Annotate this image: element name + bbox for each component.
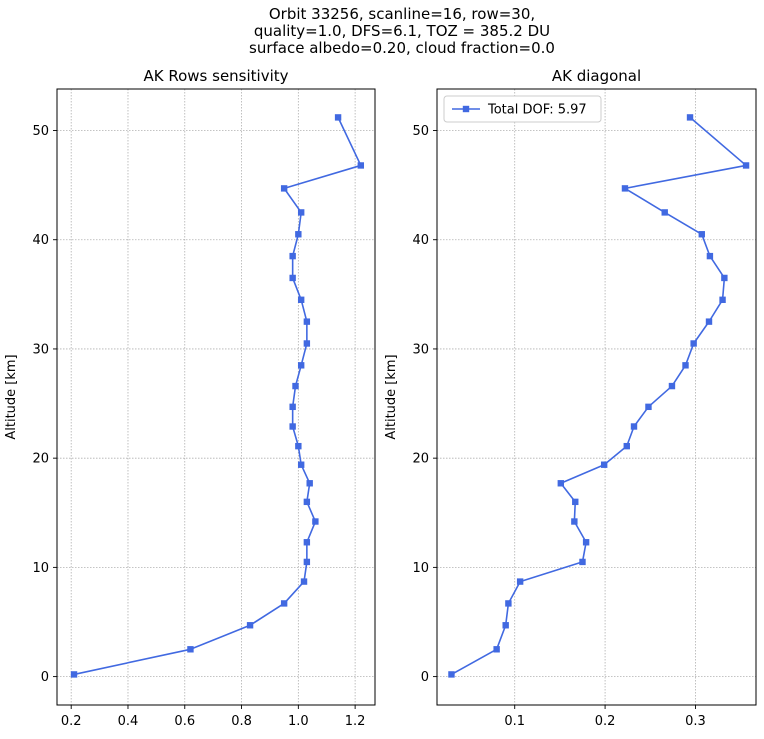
y-tick-label: 30 bbox=[412, 342, 429, 357]
data-point bbox=[246, 622, 254, 629]
panel-title: AK diagonal bbox=[552, 67, 641, 85]
data-point bbox=[297, 209, 305, 216]
x-tick-label: 0.1 bbox=[504, 714, 525, 729]
data-point bbox=[289, 274, 296, 282]
data-point bbox=[682, 362, 689, 369]
figure-title-line-3: surface albedo=0.20, cloud fraction=0.0 bbox=[249, 39, 555, 57]
y-tick-label: 10 bbox=[32, 561, 49, 576]
x-tick-label: 0.4 bbox=[118, 714, 139, 729]
data-point bbox=[502, 622, 509, 629]
series-line bbox=[451, 116, 747, 676]
y-tick-label: 10 bbox=[412, 561, 429, 576]
x-tick-label: 0.2 bbox=[595, 714, 616, 729]
data-point bbox=[292, 382, 299, 390]
axes-frame bbox=[436, 88, 757, 706]
legend-label: Total DOF: 5.97 bbox=[487, 103, 587, 118]
y-tick-label: 50 bbox=[412, 124, 429, 139]
data-point bbox=[742, 162, 750, 169]
data-point bbox=[600, 461, 608, 468]
panel-1: 0.2 0.4 0.6 0.8 1.0 1.2 0 10 20 30 40 50 Altitude [k… bbox=[4, 67, 376, 729]
data-point bbox=[303, 539, 311, 546]
data-point bbox=[719, 296, 726, 303]
data-point bbox=[280, 185, 288, 192]
panel-2: 0.1 0.2 0.3 0 10 20 30 40 50 Altitude [km] AK diag… bbox=[384, 67, 757, 729]
data-point bbox=[334, 114, 342, 121]
y-tick-label: 40 bbox=[412, 233, 429, 248]
data-point bbox=[297, 461, 305, 468]
data-point bbox=[621, 185, 629, 192]
axes-frame bbox=[56, 88, 376, 706]
data-point bbox=[571, 518, 578, 525]
data-point bbox=[516, 578, 524, 585]
data-point bbox=[582, 539, 590, 546]
x-tick-label: 0.6 bbox=[174, 714, 195, 729]
legend-box bbox=[443, 95, 602, 123]
x-tick-label: 0.2 bbox=[61, 714, 82, 729]
data-point bbox=[572, 498, 579, 506]
figure-title: Orbit 33256, scanline=16, row=30, qualit… bbox=[0, 6, 764, 57]
data-point bbox=[448, 671, 455, 678]
data-point bbox=[505, 600, 512, 607]
y-tick-label: 0 bbox=[421, 670, 429, 685]
data-point bbox=[706, 252, 714, 260]
y-tick-label: 20 bbox=[412, 452, 429, 467]
data-point bbox=[623, 442, 630, 450]
y-axis-title: Altitude [km] bbox=[384, 354, 399, 439]
data-point bbox=[357, 162, 365, 169]
data-point bbox=[300, 578, 308, 585]
data-point bbox=[705, 318, 713, 325]
data-point bbox=[297, 296, 305, 303]
y-tick-label: 40 bbox=[32, 233, 49, 248]
x-tick-label: 1.2 bbox=[345, 714, 366, 729]
data-point bbox=[295, 231, 302, 238]
data-point bbox=[306, 480, 313, 487]
data-point bbox=[686, 114, 694, 121]
data-point bbox=[289, 423, 296, 430]
data-point bbox=[690, 340, 697, 347]
data-point bbox=[289, 252, 296, 260]
x-tick-label: 1.0 bbox=[288, 714, 309, 729]
data-point bbox=[295, 442, 302, 450]
data-point bbox=[187, 646, 194, 653]
figure-title-line-2: quality=1.0, DFS=6.1, TOZ = 385.2 DU bbox=[253, 22, 551, 40]
data-point bbox=[312, 518, 319, 525]
data-point bbox=[668, 382, 676, 390]
data-point bbox=[70, 671, 78, 678]
panel-title: AK Rows sensitivity bbox=[143, 67, 288, 85]
data-point bbox=[303, 340, 311, 347]
legend: Total DOF: 5.97 bbox=[443, 95, 602, 123]
data-point bbox=[303, 558, 311, 566]
x-tick-label: 0.8 bbox=[231, 714, 252, 729]
data-point bbox=[661, 209, 668, 216]
data-point bbox=[721, 274, 728, 282]
legend-marker bbox=[462, 105, 470, 113]
data-point bbox=[557, 480, 565, 487]
data-point bbox=[289, 403, 296, 411]
y-tick-label: 50 bbox=[32, 124, 49, 139]
data-point bbox=[579, 558, 586, 566]
data-point bbox=[297, 362, 305, 369]
x-tick-label: 0.3 bbox=[685, 714, 706, 729]
y-tick-label: 20 bbox=[32, 452, 49, 467]
y-tick-label: 30 bbox=[32, 342, 49, 357]
data-point bbox=[645, 403, 652, 411]
y-axis-title: Altitude [km] bbox=[4, 354, 19, 439]
data-point bbox=[698, 231, 705, 238]
data-point bbox=[303, 318, 311, 325]
data-point bbox=[493, 646, 500, 653]
data-point bbox=[630, 423, 638, 430]
data-point bbox=[280, 600, 288, 607]
y-tick-label: 0 bbox=[41, 670, 49, 685]
data-point bbox=[303, 498, 311, 506]
series-line bbox=[73, 117, 362, 676]
figure-title-line-1: Orbit 33256, scanline=16, row=30, bbox=[268, 5, 536, 23]
